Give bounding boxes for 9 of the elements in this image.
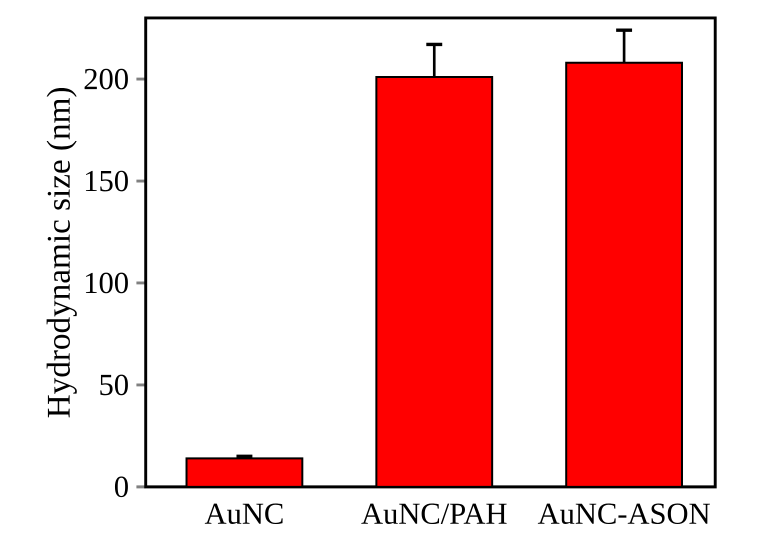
- y-tick-label: 200: [84, 68, 128, 90]
- y-tick-label: 0: [114, 476, 128, 498]
- x-tick-label: AuNC: [204, 504, 283, 524]
- x-tick-label: AuNC-ASON: [538, 504, 710, 524]
- y-tick-label: 50: [100, 374, 128, 396]
- y-tick-label: 150: [86, 170, 128, 192]
- y-tick-label: 100: [86, 272, 128, 294]
- y-axis-title: Hydrodynamic size (nm): [46, 88, 77, 418]
- x-tick-label: AuNC/PAH: [361, 504, 507, 524]
